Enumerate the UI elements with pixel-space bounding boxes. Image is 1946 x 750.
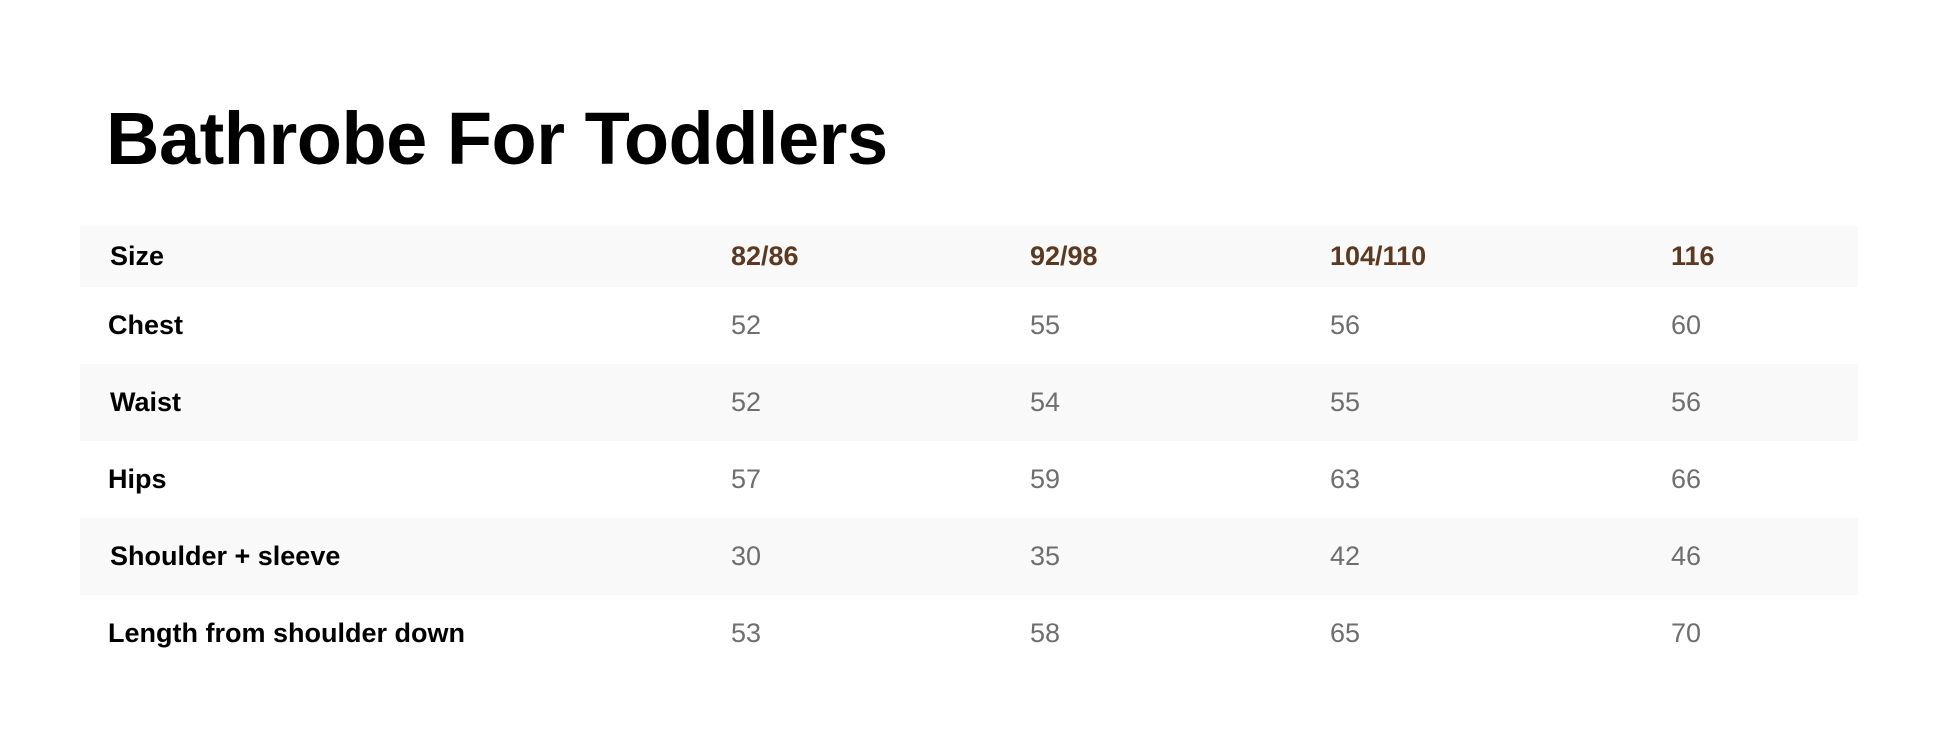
cell-value: 58 — [1030, 618, 1061, 648]
row-label: Waist — [110, 387, 182, 417]
page-title: Bathrobe For Toddlers — [106, 97, 888, 180]
size-header: 104/110 — [1330, 241, 1427, 271]
cell-value: 53 — [731, 618, 762, 648]
size-header: 116 — [1671, 241, 1715, 271]
table-row: Length from shoulder down 53 58 65 70 — [80, 595, 1858, 672]
cell-value: 59 — [1030, 464, 1061, 494]
size-header: 82/86 — [731, 241, 799, 271]
cell-value: 57 — [731, 464, 762, 494]
header-label: Size — [110, 241, 165, 271]
cell-value: 46 — [1671, 541, 1702, 571]
row-label: Hips — [108, 464, 167, 494]
cell-value: 30 — [731, 541, 762, 571]
cell-value: 55 — [1330, 387, 1361, 417]
cell-value: 70 — [1671, 618, 1702, 648]
cell-value: 52 — [731, 387, 762, 417]
row-label: Length from shoulder down — [108, 618, 465, 648]
table-row: Hips 57 59 63 66 — [80, 441, 1858, 518]
table-row: Waist 52 54 55 56 — [80, 364, 1858, 441]
cell-value: 56 — [1330, 310, 1361, 340]
cell-value: 42 — [1330, 541, 1361, 571]
cell-value: 63 — [1330, 464, 1361, 494]
cell-value: 52 — [731, 310, 762, 340]
size-chart-table: Size 82/86 92/98 104/110 116 Chest 52 55… — [80, 226, 1858, 672]
cell-value: 56 — [1671, 387, 1702, 417]
cell-value: 66 — [1671, 464, 1702, 494]
size-header: 92/98 — [1030, 241, 1098, 271]
row-label: Shoulder + sleeve — [110, 541, 341, 571]
cell-value: 65 — [1330, 618, 1361, 648]
cell-value: 55 — [1030, 310, 1061, 340]
cell-value: 60 — [1671, 310, 1702, 340]
cell-value: 54 — [1030, 387, 1061, 417]
table-row: Chest 52 55 56 60 — [80, 287, 1858, 364]
row-label: Chest — [108, 310, 184, 340]
table-header-row: Size 82/86 92/98 104/110 116 — [80, 226, 1858, 287]
table-row: Shoulder + sleeve 30 35 42 46 — [80, 518, 1858, 595]
cell-value: 35 — [1030, 541, 1061, 571]
